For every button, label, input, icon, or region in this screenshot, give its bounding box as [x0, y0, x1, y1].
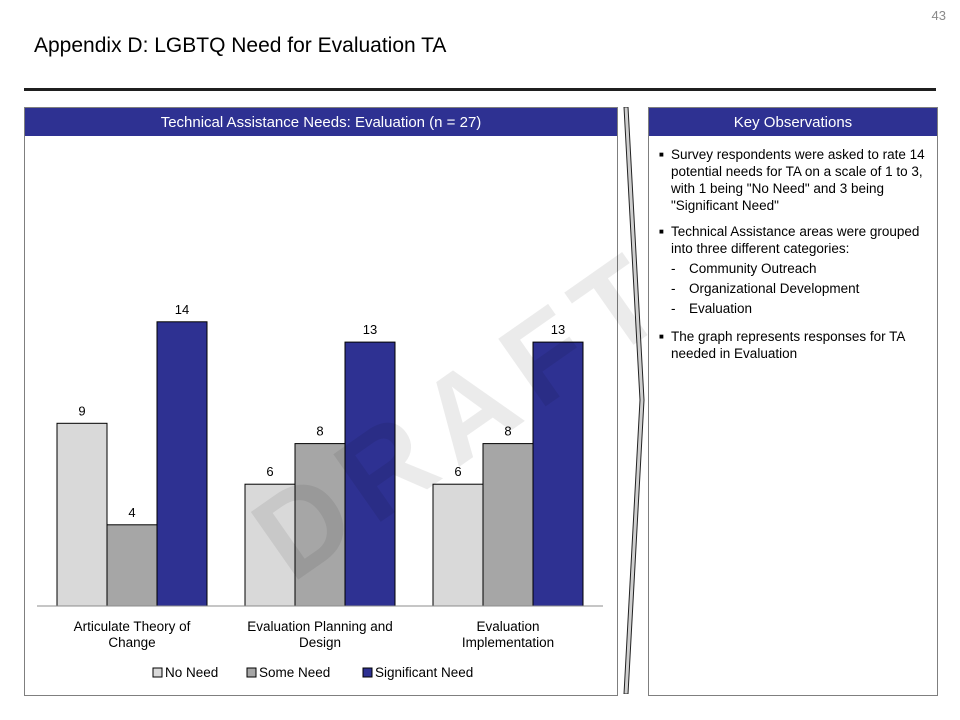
legend-label: Significant Need	[375, 665, 473, 680]
bar	[294, 443, 346, 607]
legend-swatch	[152, 667, 163, 678]
chart-panel: Technical Assistance Needs: Evaluation (…	[24, 107, 618, 696]
sub-list-item-text: Organizational Development	[689, 281, 860, 296]
observation-text: Survey respondents were asked to rate 14…	[671, 147, 925, 213]
observation-item: ■ The graph represents responses for TA …	[659, 328, 927, 362]
x-tick-label: Articulate Theory of	[74, 619, 191, 634]
x-tick-label: Implementation	[462, 635, 554, 650]
title-rule	[24, 88, 936, 91]
sub-list-item-text: Community Outreach	[689, 261, 817, 276]
x-tick-label: Evaluation Planning and	[247, 619, 393, 634]
chart-panel-header: Technical Assistance Needs: Evaluation (…	[25, 108, 617, 136]
data-label: 4	[128, 505, 135, 520]
data-label: 6	[454, 464, 461, 479]
observations-panel: Key Observations ■ Survey respondents we…	[648, 107, 938, 696]
square-bullet-icon: ■	[659, 150, 664, 159]
sub-list-item: - Community Outreach	[671, 259, 927, 279]
legend-label: Some Need	[259, 665, 330, 680]
chevron-arrow	[622, 106, 646, 699]
observations-panel-header: Key Observations	[649, 108, 937, 136]
bar	[106, 524, 158, 607]
sub-list-item-text: Evaluation	[689, 301, 753, 316]
square-bullet-icon: ■	[659, 332, 664, 341]
x-tick-label: Design	[299, 635, 341, 650]
observation-text: The graph represents responses for TA ne…	[671, 329, 905, 361]
observation-sub-list: - Community Outreach - Organizational Deve…	[671, 259, 927, 319]
legend-label: No Need	[165, 665, 218, 680]
data-label: 14	[175, 302, 189, 317]
data-label: 8	[504, 424, 511, 439]
bar	[344, 341, 396, 607]
sub-list-item: - Evaluation	[671, 299, 927, 319]
bar	[244, 483, 296, 607]
bar	[156, 321, 208, 607]
bar	[532, 341, 584, 607]
legend-swatch	[362, 667, 373, 678]
data-label: 8	[316, 424, 323, 439]
legend-swatch	[246, 667, 257, 678]
x-tick-label: Change	[108, 635, 155, 650]
observation-text: Technical Assistance areas were grouped …	[671, 224, 920, 256]
observations-list: ■ Survey respondents were asked to rate …	[659, 146, 927, 371]
page-number: 43	[931, 8, 946, 23]
observation-item: ■ Survey respondents were asked to rate …	[659, 146, 927, 214]
bar	[432, 483, 484, 607]
observation-item: ■ Technical Assistance areas were groupe…	[659, 223, 927, 319]
square-bullet-icon: ■	[659, 227, 664, 236]
data-label: 13	[551, 322, 565, 337]
data-label: 6	[266, 464, 273, 479]
data-label: 9	[78, 403, 85, 418]
sub-list-item: - Organizational Development	[671, 279, 927, 299]
bar	[482, 443, 534, 607]
data-label: 13	[363, 322, 377, 337]
x-tick-label: Evaluation	[476, 619, 539, 634]
bar	[56, 422, 108, 607]
page-title: Appendix D: LGBTQ Need for Evaluation TA	[34, 34, 447, 57]
